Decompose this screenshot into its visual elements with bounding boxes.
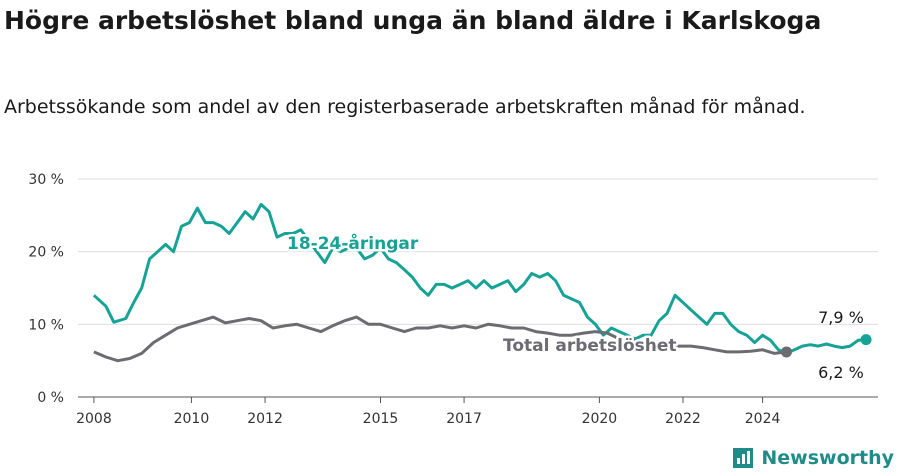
series-labels: 7,9 %6,2 %18-24-åringar18-24-åringarTota… (285, 230, 864, 383)
end-label-total: 6,2 % (818, 363, 864, 382)
series-name-total-halo: Total arbetslöshet (503, 336, 677, 356)
footer-brand: Newsworthy (731, 446, 894, 470)
y-tick-label: 10 % (28, 317, 64, 333)
x-tick-label: 2010 (174, 411, 210, 427)
chart-subtitle: Arbetssökande som andel av den registerb… (4, 96, 806, 118)
series-line-total (93, 315, 787, 363)
y-axis-ticks: 0 % 10 % 20 % 30 % (28, 172, 64, 406)
y-tick-label: 30 % (28, 172, 64, 188)
brand-name: Newsworthy (761, 447, 894, 469)
end-label-youth: 7,9 % (818, 308, 864, 327)
series-name-total: Total arbetslöshet (503, 336, 677, 356)
x-tick-label: 2024 (745, 411, 781, 427)
y-tick-label: 20 % (28, 245, 64, 261)
series-lines (92, 202, 872, 363)
series-name-youth: 18-24-åringar (287, 232, 419, 254)
end-point-total (780, 346, 792, 358)
x-tick-label: 2022 (665, 411, 701, 427)
gridlines (78, 178, 878, 398)
x-tick-label: 2015 (363, 411, 399, 427)
x-axis-ticks: 2008 2010 2012 2015 2017 2020 2022 2024 (76, 397, 780, 427)
end-point-youth (860, 334, 872, 346)
x-tick-label: 2012 (247, 411, 283, 427)
chart-title: Högre arbetslöshet bland unga än bland ä… (4, 6, 822, 35)
x-tick-label: 2008 (76, 411, 112, 427)
series-line-youth (92, 202, 867, 355)
x-tick-label: 2020 (582, 411, 618, 427)
series-name-youth-halo: 18-24-åringar (287, 232, 419, 254)
x-tick-label: 2017 (446, 411, 482, 427)
y-tick-label: 0 % (37, 390, 64, 406)
newsworthy-logo-icon (733, 448, 754, 468)
